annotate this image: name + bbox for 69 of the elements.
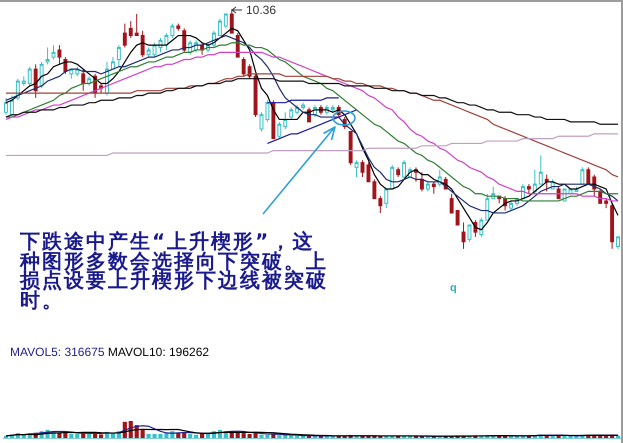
candlestick bbox=[360, 160, 364, 178]
candlestick bbox=[164, 32, 168, 50]
candlestick bbox=[110, 56, 115, 70]
candlestick bbox=[277, 121, 282, 140]
candlestick bbox=[58, 44, 62, 65]
candlestick bbox=[426, 181, 430, 192]
candlestick bbox=[254, 73, 258, 118]
candlestick bbox=[170, 23, 174, 38]
candlestick bbox=[22, 76, 26, 86]
candlestick bbox=[176, 23, 180, 32]
bar bbox=[158, 434, 163, 438]
bar bbox=[164, 433, 168, 438]
candlestick bbox=[479, 217, 484, 238]
candlestick bbox=[354, 160, 359, 178]
bar bbox=[152, 434, 157, 438]
text: MAVOL5: 316675 bbox=[10, 345, 105, 359]
candlestick bbox=[348, 130, 353, 166]
candlestick bbox=[301, 102, 306, 110]
candlestick bbox=[4, 97, 8, 116]
candlestick bbox=[462, 222, 466, 250]
candlestick bbox=[128, 20, 133, 38]
annotation: 10.36 bbox=[246, 3, 276, 17]
bar bbox=[146, 434, 151, 438]
bar bbox=[200, 434, 204, 438]
candlestick bbox=[295, 104, 300, 116]
candlestick bbox=[218, 18, 222, 36]
candlestick bbox=[532, 169, 537, 194]
candlestick bbox=[69, 68, 74, 80]
candlestick bbox=[432, 181, 436, 194]
candlestick bbox=[242, 56, 246, 77]
candlestick bbox=[586, 166, 590, 185]
candlestick bbox=[134, 13, 139, 36]
candlestick bbox=[610, 202, 614, 250]
candlestick bbox=[544, 174, 549, 192]
candlestick bbox=[248, 64, 252, 80]
candlestick bbox=[580, 166, 584, 185]
candlestick bbox=[420, 172, 424, 192]
candlestick bbox=[289, 106, 294, 120]
candlestick bbox=[140, 30, 145, 58]
candlestick bbox=[450, 193, 454, 214]
candlestick bbox=[604, 198, 608, 209]
candlestick bbox=[366, 162, 370, 182]
candlestick bbox=[468, 224, 472, 242]
annotation: 下跌途中产生“上升楔形”，这种图形多数会选择向下突破。上损点设要上升楔形下边线被突破时。 bbox=[20, 229, 328, 312]
candlestick bbox=[146, 47, 151, 58]
candlestick bbox=[538, 154, 543, 185]
candlestick bbox=[52, 44, 56, 60]
candlestick bbox=[116, 44, 121, 68]
candlestick bbox=[372, 178, 376, 200]
bar bbox=[98, 434, 104, 438]
candlestick bbox=[46, 47, 50, 65]
text: q bbox=[450, 282, 457, 294]
candlestick bbox=[330, 104, 335, 113]
candlestick bbox=[526, 184, 531, 194]
candlestick bbox=[485, 193, 490, 221]
candlestick bbox=[28, 66, 32, 86]
candlestick bbox=[224, 13, 228, 29]
candlestick bbox=[456, 210, 460, 226]
candlestick bbox=[122, 23, 127, 48]
candlestick bbox=[271, 100, 276, 140]
candlestick bbox=[402, 160, 406, 180]
candlestick bbox=[265, 100, 270, 122]
candlestick bbox=[378, 196, 382, 214]
candlestick bbox=[396, 166, 400, 178]
candlestick bbox=[509, 200, 514, 212]
candlestick bbox=[260, 112, 264, 132]
candlestick bbox=[87, 76, 92, 86]
text: MAVOL10: 196262 bbox=[108, 345, 210, 359]
bar bbox=[248, 434, 252, 438]
